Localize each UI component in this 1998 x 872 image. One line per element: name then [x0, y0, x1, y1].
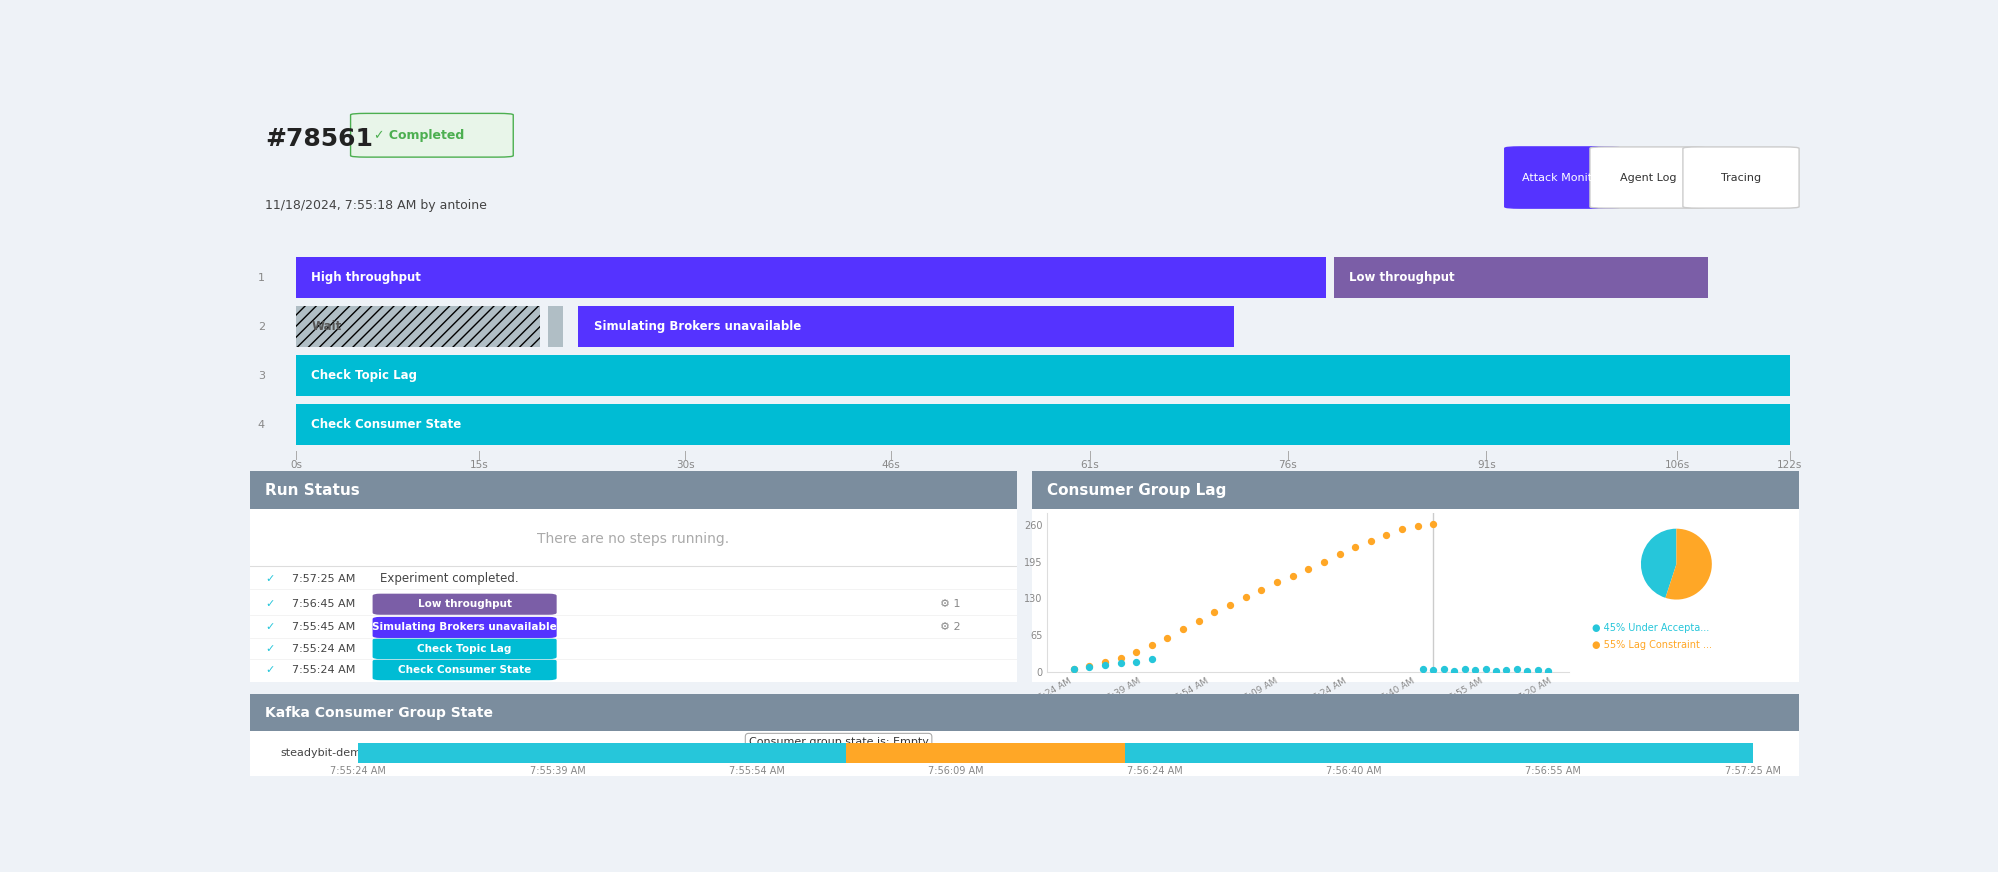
Text: Attack Monitor: Attack Monitor	[1520, 173, 1602, 182]
Text: 122s: 122s	[1776, 460, 1802, 471]
Text: 91s: 91s	[1477, 460, 1495, 471]
Text: 4: 4	[258, 419, 266, 430]
FancyBboxPatch shape	[372, 659, 555, 680]
Text: 3: 3	[258, 371, 266, 381]
Text: 7:55:54 AM: 7:55:54 AM	[729, 766, 785, 776]
Text: ✓ Completed: ✓ Completed	[374, 129, 464, 142]
Text: 7:55:24 AM: 7:55:24 AM	[292, 664, 356, 675]
Text: ● 45% Under Accepta...: ● 45% Under Accepta...	[1590, 623, 1708, 633]
Text: Low throughput: Low throughput	[418, 599, 511, 610]
Text: 7:55:45 AM: 7:55:45 AM	[292, 623, 356, 632]
FancyBboxPatch shape	[372, 594, 555, 615]
FancyBboxPatch shape	[577, 306, 1235, 347]
Text: 2: 2	[258, 322, 266, 331]
FancyBboxPatch shape	[296, 257, 1325, 298]
Text: 0s: 0s	[290, 460, 302, 471]
Text: Run Status: Run Status	[266, 483, 360, 498]
FancyBboxPatch shape	[250, 731, 1798, 776]
FancyBboxPatch shape	[1333, 257, 1706, 298]
Text: 7:55:39 AM: 7:55:39 AM	[529, 766, 585, 776]
FancyBboxPatch shape	[1504, 146, 1620, 208]
Text: Simulating Brokers unavailable: Simulating Brokers unavailable	[593, 320, 801, 333]
Text: Low throughput: Low throughput	[1349, 271, 1455, 284]
Text: 15s: 15s	[470, 460, 488, 471]
FancyBboxPatch shape	[250, 509, 1017, 682]
Text: 7:57:25 AM: 7:57:25 AM	[292, 574, 356, 584]
Text: Simulating Brokers unavailable: Simulating Brokers unavailable	[372, 623, 557, 632]
Text: 7:56:45 AM: 7:56:45 AM	[292, 599, 356, 610]
Text: 7:56:40 AM: 7:56:40 AM	[1327, 766, 1381, 776]
FancyBboxPatch shape	[1682, 146, 1798, 208]
Text: Consumer Group Lag: Consumer Group Lag	[1047, 483, 1227, 498]
FancyBboxPatch shape	[372, 617, 555, 638]
Text: 7:57:25 AM: 7:57:25 AM	[1724, 766, 1780, 776]
Text: 7:55:24 AM: 7:55:24 AM	[292, 644, 356, 653]
FancyBboxPatch shape	[1588, 146, 1706, 208]
Text: 1: 1	[258, 273, 266, 283]
FancyBboxPatch shape	[547, 306, 563, 347]
Text: Agent Log: Agent Log	[1618, 173, 1676, 182]
Text: steadybit-demo-cons...: steadybit-demo-cons...	[280, 748, 410, 758]
Text: 7:55:24 AM: 7:55:24 AM	[330, 766, 386, 776]
FancyBboxPatch shape	[250, 694, 1798, 731]
Text: 106s: 106s	[1664, 460, 1688, 471]
Text: ⚙ 1: ⚙ 1	[939, 599, 961, 610]
Text: ✓: ✓	[266, 664, 274, 675]
Text: 30s: 30s	[675, 460, 693, 471]
Text: Check Topic Lag: Check Topic Lag	[418, 644, 511, 653]
Text: There are no steps running.: There are no steps running.	[537, 532, 729, 546]
Text: Kafka Consumer Group State: Kafka Consumer Group State	[266, 706, 494, 720]
FancyBboxPatch shape	[350, 113, 513, 157]
Text: ⚙ 2: ⚙ 2	[939, 623, 961, 632]
FancyBboxPatch shape	[1031, 509, 1798, 682]
Text: Tracing: Tracing	[1720, 173, 1760, 182]
Text: 7:56:24 AM: 7:56:24 AM	[1127, 766, 1183, 776]
Text: Check Topic Lag: Check Topic Lag	[312, 369, 418, 382]
Text: ● 55% Lag Constraint ...: ● 55% Lag Constraint ...	[1590, 640, 1710, 651]
Text: Consumer group state is: Empty: Consumer group state is: Empty	[749, 737, 927, 746]
FancyBboxPatch shape	[296, 404, 1788, 446]
FancyBboxPatch shape	[1031, 471, 1798, 509]
Text: 11/18/2024, 7:55:18 AM by antoine: 11/18/2024, 7:55:18 AM by antoine	[266, 200, 488, 213]
Text: Check Consumer State: Check Consumer State	[312, 419, 462, 432]
Text: ✓: ✓	[266, 574, 274, 584]
Text: Check Consumer State: Check Consumer State	[398, 664, 531, 675]
FancyBboxPatch shape	[372, 638, 555, 659]
FancyBboxPatch shape	[296, 306, 539, 347]
Text: 61s: 61s	[1079, 460, 1099, 471]
Text: 7:56:09 AM: 7:56:09 AM	[927, 766, 983, 776]
Text: ✓: ✓	[266, 644, 274, 653]
FancyBboxPatch shape	[250, 471, 1017, 509]
Text: 7:56:55 AM: 7:56:55 AM	[1524, 766, 1580, 776]
FancyBboxPatch shape	[296, 355, 1788, 397]
Text: Wait: Wait	[312, 320, 342, 333]
Text: Experiment completed.: Experiment completed.	[380, 572, 519, 585]
Text: ✓: ✓	[266, 623, 274, 632]
Text: High throughput: High throughput	[312, 271, 422, 284]
Text: #78561: #78561	[266, 126, 374, 151]
Text: 46s: 46s	[881, 460, 899, 471]
Text: ✓: ✓	[266, 599, 274, 610]
Text: 76s: 76s	[1279, 460, 1297, 471]
